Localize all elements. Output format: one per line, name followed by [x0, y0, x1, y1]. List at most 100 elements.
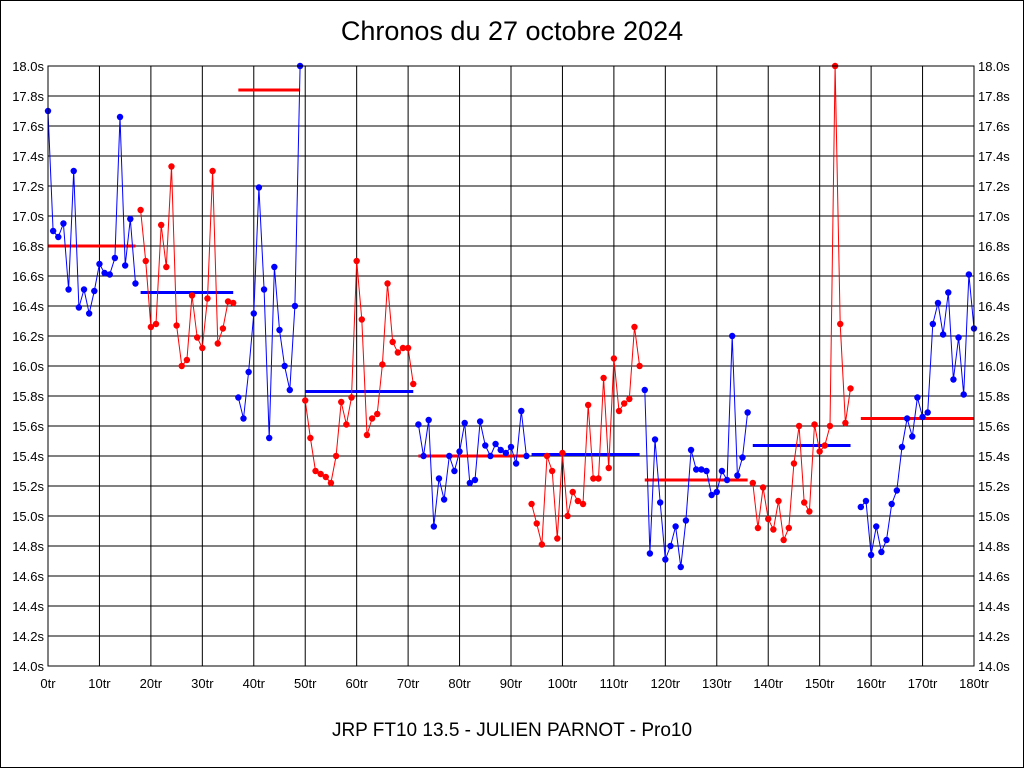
lap-point: [775, 497, 782, 505]
lap-point: [862, 497, 870, 505]
lap-point: [394, 349, 402, 356]
lap-point: [950, 376, 957, 383]
lap-point: [461, 419, 468, 427]
lap-point: [152, 320, 160, 328]
lap-point: [878, 548, 885, 556]
lap-point: [476, 418, 484, 425]
lap-point: [338, 398, 345, 406]
x-tick-label: 110tr: [600, 676, 629, 691]
lap-point: [55, 233, 62, 241]
lap-point: [554, 535, 561, 542]
x-tick-label: 50tr: [294, 676, 317, 691]
lap-point: [96, 260, 103, 268]
y-tick-label-right: 18.0s: [978, 59, 1010, 74]
lap-point: [487, 452, 494, 460]
lap-point: [867, 551, 875, 559]
lap-point: [415, 421, 422, 428]
lap-point: [934, 299, 942, 307]
lap-point: [770, 526, 777, 533]
y-tick-label-left: 16.8s: [12, 239, 44, 254]
lap-point: [281, 362, 288, 370]
lap-point: [420, 452, 427, 460]
lap-point: [70, 167, 77, 175]
lap-point: [785, 524, 792, 532]
lap-point: [682, 517, 690, 524]
lap-point: [183, 356, 191, 364]
y-tick-label-left: 17.8s: [12, 89, 44, 104]
lap-point: [816, 448, 823, 455]
y-tick-label-left: 14.4s: [12, 599, 44, 614]
y-tick-label-right: 17.4s: [978, 149, 1010, 164]
lap-point: [873, 523, 880, 530]
lap-point: [116, 113, 124, 121]
stint-line: [644, 335, 749, 568]
x-tick-label: 170tr: [908, 676, 938, 691]
y-tick-label-left: 14.6s: [12, 569, 44, 584]
lap-point: [739, 454, 746, 461]
lap-point: [713, 488, 720, 496]
lap-point: [374, 410, 381, 418]
grid: [47, 65, 975, 667]
chart-footer: JRP FT10 13.5 - JULIEN PARNOT - Pro10: [331, 720, 693, 741]
lap-point: [538, 541, 546, 548]
stint-line: [531, 326, 641, 545]
lap-point: [888, 500, 895, 508]
lap-point: [317, 470, 324, 478]
y-tick-label-left: 15.4s: [12, 449, 44, 464]
lap-point: [440, 496, 448, 503]
lap-point: [466, 479, 474, 487]
lap-point: [363, 431, 371, 439]
lap-point: [749, 479, 756, 487]
lap-point: [893, 487, 901, 494]
lap-point: [368, 415, 376, 422]
x-tick-label: 10tr: [88, 676, 111, 691]
lap-point: [512, 460, 520, 467]
stint-line: [304, 260, 414, 485]
stint-line: [752, 65, 851, 542]
lap-point: [847, 385, 854, 392]
y-tick-label-right: 16.4s: [978, 299, 1010, 314]
lap-point: [121, 262, 129, 269]
lap-point: [595, 475, 602, 482]
y-tick-label-left: 14.0s: [12, 659, 44, 674]
x-tick-label: 30tr: [191, 676, 214, 691]
y-tick-label-right: 16.6s: [978, 269, 1010, 284]
y-tick-label-left: 15.0s: [12, 509, 44, 524]
lap-point: [163, 263, 170, 271]
lap-point: [801, 499, 808, 506]
lap-point: [898, 443, 906, 451]
lap-point: [914, 394, 921, 401]
lap-point: [302, 397, 309, 404]
x-tick-label: 100tr: [548, 676, 578, 691]
lap-point: [703, 467, 710, 475]
lap-point: [754, 524, 762, 532]
lap-point: [214, 340, 221, 347]
y-tick-label-right: 14.6s: [978, 569, 1010, 584]
lap-point: [929, 320, 937, 328]
lap-point: [806, 508, 813, 515]
lap-point: [492, 440, 499, 448]
lap-point: [955, 334, 962, 341]
lap-point: [224, 298, 232, 305]
y-tick-label-right: 15.6s: [978, 419, 1010, 434]
lap-point: [348, 394, 355, 401]
y-tick-label-left: 15.8s: [12, 389, 44, 404]
lap-point: [765, 515, 772, 523]
lap-point: [533, 520, 540, 527]
lap-point: [410, 380, 417, 388]
lap-point: [960, 391, 967, 398]
lap-point: [142, 257, 149, 265]
lap-point: [399, 344, 407, 352]
lap-point: [245, 368, 252, 376]
lap-point: [307, 434, 314, 442]
y-tick-label-right: 15.4s: [978, 449, 1010, 464]
lap-point: [651, 436, 659, 443]
lap-point: [168, 163, 175, 170]
x-tick-label: 180tr: [959, 676, 989, 691]
y-tick-label-left: 16.2s: [12, 329, 44, 344]
lap-point: [620, 400, 628, 407]
lap-point: [250, 310, 257, 317]
stint-line: [860, 274, 975, 556]
y-tick-label-right: 15.0s: [978, 509, 1010, 524]
